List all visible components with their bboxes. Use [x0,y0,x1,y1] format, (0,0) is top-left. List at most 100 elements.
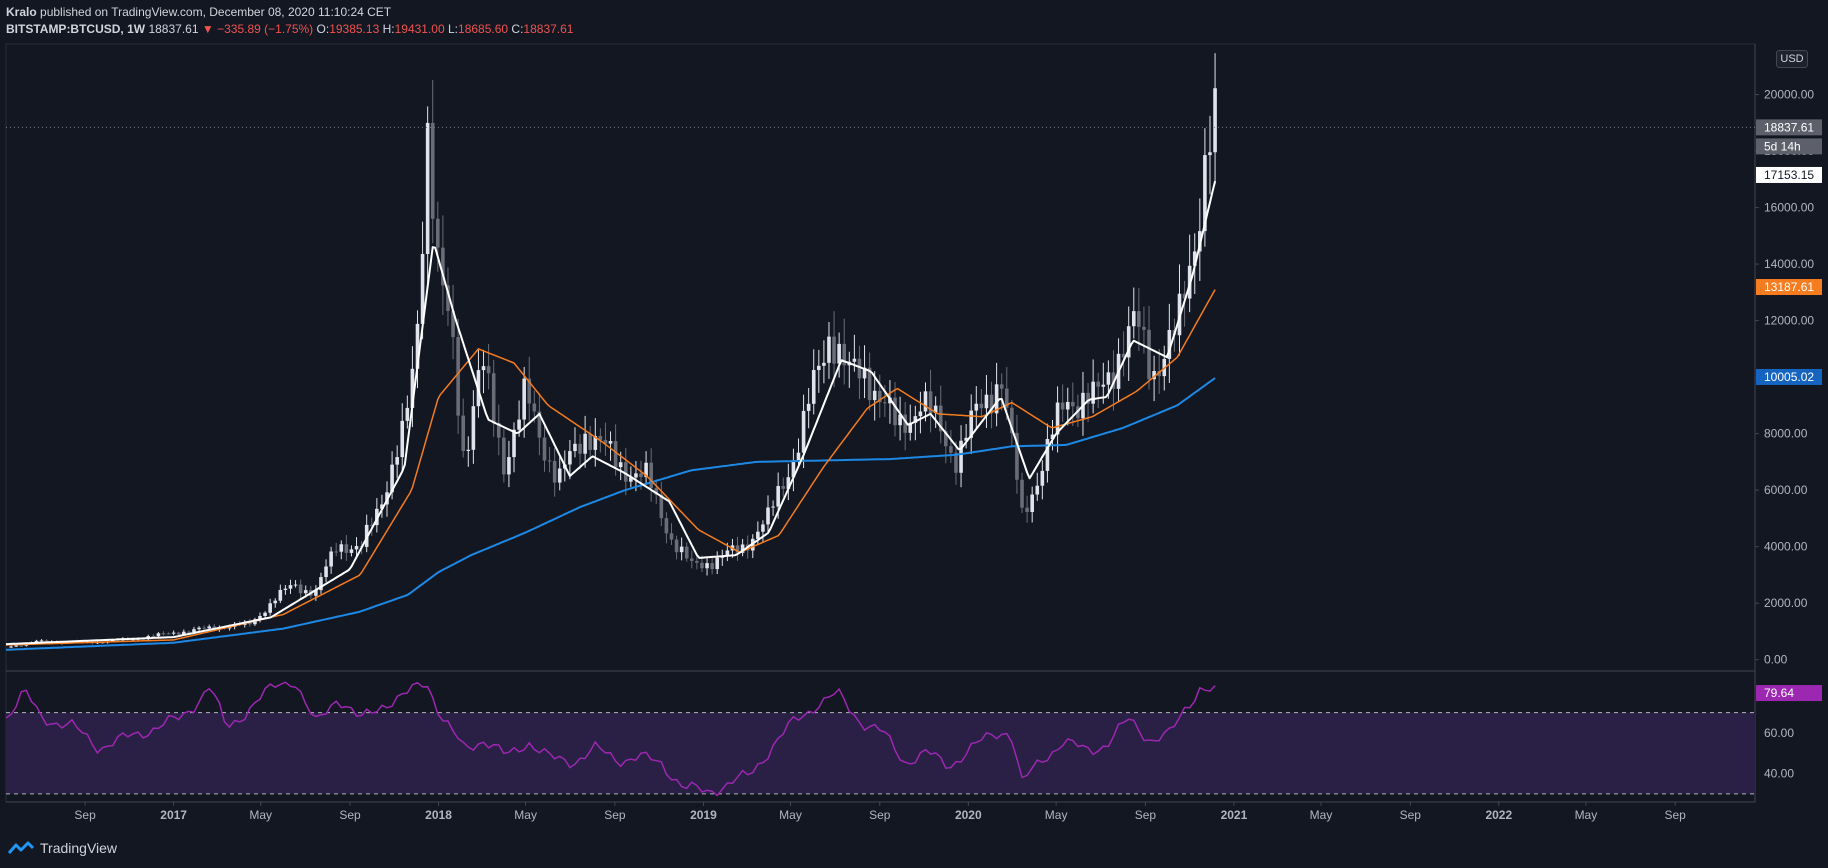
candle-body [725,550,730,557]
candle-body [786,477,791,489]
candle-body [908,422,913,433]
candle-body [293,584,298,586]
time-tick-label: 2017 [160,808,187,822]
candle-body [44,640,49,642]
tradingview-logo-icon [8,841,34,854]
candle-body [349,549,354,553]
candle-body [471,406,476,450]
candle-body [684,546,689,559]
candle-body [1182,293,1187,299]
candle-body [1131,311,1136,327]
candle-body [298,584,303,594]
currency-button[interactable]: USD [1776,50,1808,68]
candle-body [613,441,618,468]
time-tick-label: May [514,808,537,822]
candle-body [278,589,283,601]
candle-body [639,473,643,478]
candle-body [690,558,694,561]
candle-body [791,460,796,478]
candle-body [380,504,384,509]
candle-body [1035,485,1040,495]
rsi-tick-label: 60.00 [1764,726,1794,740]
candle-body [202,627,206,629]
candle-body [9,646,13,648]
candle-body [446,285,450,311]
candle-body [329,551,333,567]
rsi-band-fill [6,712,1755,794]
candle-body [19,645,24,647]
candle-body [1203,155,1207,232]
candle-body [1030,494,1034,512]
candle-body [273,600,278,604]
candle-body [811,369,816,404]
candle-body [928,391,933,413]
candle-body [903,414,907,433]
high-label: H: [382,22,395,36]
candle-body [852,358,857,362]
brand-name: TradingView [40,840,118,856]
author-name: Kralo [6,5,37,19]
candle-body [532,403,537,412]
change-arrow-icon: ▼ [201,22,214,36]
ema-mid-label-bg [1756,279,1822,296]
candle-body [827,336,831,363]
candle-body [817,365,821,370]
candle-body [171,632,176,634]
candle-body [369,524,374,526]
candle-body [415,323,420,369]
candle-body [182,631,186,635]
time-tick-label: Sep [1664,808,1686,822]
candle-body [1157,371,1161,377]
candle-body [837,343,841,364]
candle-body [857,358,862,379]
candle-body [756,531,760,539]
candle-body [502,437,506,475]
candle-body [588,433,593,450]
candle-body [1121,353,1126,358]
candle-body [949,446,953,453]
candle-body [867,367,872,401]
candle-body [898,414,902,426]
candle-body [420,253,425,324]
candle-body [938,405,943,432]
candle-body [339,544,344,552]
time-tick-label: Sep [339,808,361,822]
candle-body [700,562,704,569]
ema-mid-label: 13187.61 [1764,280,1814,294]
candle-body [598,436,603,440]
candle-body [715,557,720,570]
candle-body [288,585,293,589]
candle-body [1091,381,1095,404]
candle-body [1060,402,1065,410]
candle-body [466,449,471,451]
candle-body [354,546,359,550]
ema-short-label: 17153.15 [1764,168,1814,182]
candle-body [334,551,339,553]
plot-frame [5,43,1756,803]
candle-body [761,524,765,532]
candle-body [1137,311,1141,327]
candle-body [872,390,877,401]
candle-body [664,518,669,534]
candle-body [1010,407,1014,433]
candle-body [1065,401,1070,410]
candle-body [984,394,989,409]
time-tick-label: May [1575,808,1598,822]
candle-body [1167,329,1172,359]
candle-body [822,362,826,366]
time-tick-label: Sep [604,808,626,822]
candle-body [491,373,496,424]
candle-body [34,640,39,643]
candle-body [430,122,435,219]
ema-long-line [5,377,1216,651]
price-tick-label: 4000.00 [1764,540,1808,554]
footer-brand[interactable]: TradingView [8,840,117,856]
low-label: L: [448,22,459,36]
close-label: C: [511,22,524,36]
candle-body [207,626,212,629]
candle-body [187,631,191,633]
candle-body [959,440,963,473]
candle-body [999,384,1004,389]
candle-body [400,420,405,458]
